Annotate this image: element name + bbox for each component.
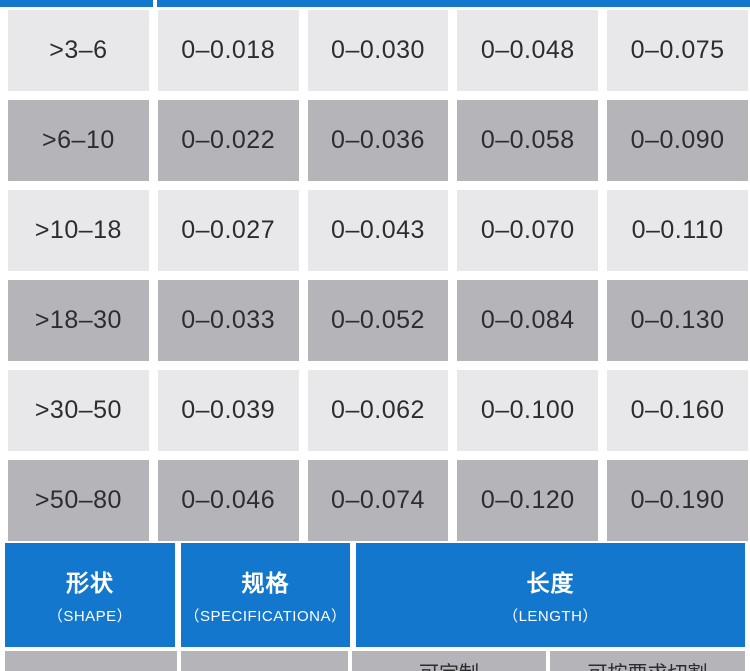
tolerance-cell: 0–0.058 [457, 100, 599, 181]
partial-cell: 可定制 [352, 651, 546, 671]
partial-cell [181, 651, 348, 671]
spec-table-partial-row: 可定制 可按要求切割 [0, 651, 750, 671]
tolerance-cell: 0–0.043 [307, 190, 449, 271]
header-label-en: （SPECIFICATIONA） [184, 608, 347, 625]
range-cell: >50–80 [8, 460, 149, 541]
header-label-en: （SHAPE） [47, 608, 133, 625]
tolerance-cell: 0–0.110 [607, 190, 748, 271]
tolerance-cell: 0–0.070 [457, 190, 599, 271]
header-cell-specification: 规格 （SPECIFICATIONA） [181, 543, 350, 647]
table-row: >6–10 0–0.022 0–0.036 0–0.058 0–0.090 [8, 100, 748, 181]
tolerance-cell: 0–0.036 [307, 100, 449, 181]
table-row: >50–80 0–0.046 0–0.074 0–0.120 0–0.190 [8, 460, 748, 541]
tolerance-cell: 0–0.100 [457, 370, 599, 451]
tolerance-cell: 0–0.120 [457, 460, 599, 541]
tolerance-cell: 0–0.033 [157, 280, 299, 361]
cut-header-segment [157, 0, 750, 7]
tolerance-cell: 0–0.130 [607, 280, 748, 361]
tolerance-table: >3–6 0–0.018 0–0.030 0–0.048 0–0.075 >6–… [0, 10, 750, 541]
range-cell: >3–6 [8, 10, 149, 91]
header-label-en: （LENGTH） [503, 608, 598, 625]
table-row: >18–30 0–0.033 0–0.052 0–0.084 0–0.130 [8, 280, 748, 361]
range-cell: >18–30 [8, 280, 149, 361]
tolerance-cell: 0–0.052 [307, 280, 449, 361]
range-cell: >10–18 [8, 190, 149, 271]
tolerance-cell: 0–0.048 [457, 10, 599, 91]
cut-header-segment [0, 0, 153, 7]
spec-table-header: 形状 （SHAPE） 规格 （SPECIFICATIONA） 长度 （LENGT… [0, 543, 750, 647]
table-row: >3–6 0–0.018 0–0.030 0–0.048 0–0.075 [8, 10, 748, 91]
tolerance-cell: 0–0.030 [307, 10, 449, 91]
header-cell-shape: 形状 （SHAPE） [5, 543, 175, 647]
tolerance-cell: 0–0.190 [607, 460, 748, 541]
header-label-zh: 形状 [66, 570, 114, 596]
header-label-zh: 长度 [526, 570, 575, 596]
tolerance-cell: 0–0.027 [157, 190, 299, 271]
partial-cell: 可按要求切割 [550, 651, 745, 671]
tolerance-cell: 0–0.090 [607, 100, 748, 181]
tolerance-cell: 0–0.046 [157, 460, 299, 541]
tolerance-cell: 0–0.160 [607, 370, 748, 451]
tolerance-cell: 0–0.084 [457, 280, 599, 361]
tolerance-cell: 0–0.018 [157, 10, 299, 91]
partial-cell [5, 651, 177, 671]
tolerance-cell: 0–0.074 [307, 460, 449, 541]
header-label-zh: 规格 [241, 570, 290, 596]
table-row: >10–18 0–0.027 0–0.043 0–0.070 0–0.110 [8, 190, 748, 271]
tolerance-cell: 0–0.022 [157, 100, 299, 181]
table-row: >30–50 0–0.039 0–0.062 0–0.100 0–0.160 [8, 370, 748, 451]
tolerance-cell: 0–0.039 [157, 370, 299, 451]
range-cell: >30–50 [8, 370, 149, 451]
cut-header-remnant [0, 0, 750, 7]
tolerance-cell: 0–0.062 [307, 370, 449, 451]
tolerance-cell: 0–0.075 [607, 10, 748, 91]
header-cell-length: 长度 （LENGTH） [356, 543, 745, 647]
range-cell: >6–10 [8, 100, 149, 181]
